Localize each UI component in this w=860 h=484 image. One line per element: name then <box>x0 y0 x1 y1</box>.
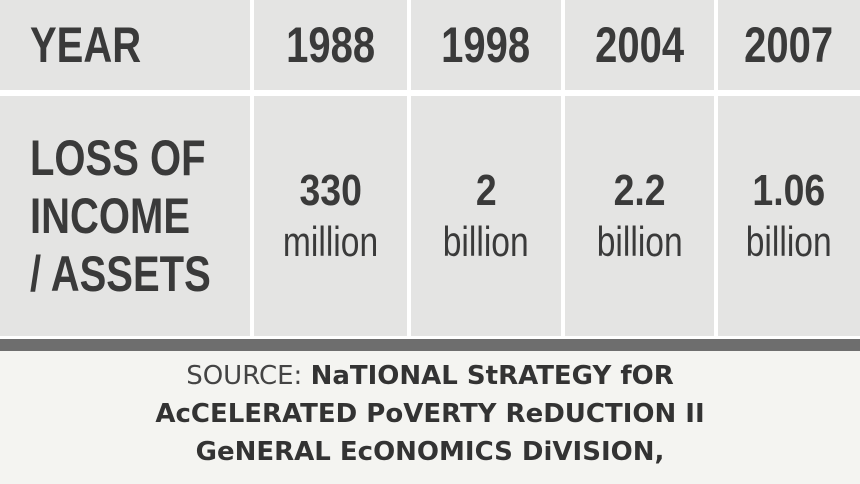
amount: 2.2 <box>613 166 666 215</box>
header-label: YEAR <box>30 17 142 73</box>
unit: billion <box>746 218 832 265</box>
year: 2007 <box>744 17 834 73</box>
header-cell: 1998 <box>411 0 561 90</box>
header-cell: 2007 <box>718 0 860 90</box>
source: SOURCE: NaTIONAL StRATEGY fOR AcCELERATED… <box>0 351 860 484</box>
value-cell: 2 billion <box>411 96 561 336</box>
header-cell: YEAR <box>0 0 250 90</box>
source-line: SOURCE: NaTIONAL StRATEGY fOR <box>0 357 860 395</box>
source-line: GeNERAL EcONOMICS DiVISION, <box>0 433 860 471</box>
year: 2004 <box>594 17 684 73</box>
amount: 1.06 <box>752 166 826 215</box>
source-label: SOURCE: <box>186 361 303 391</box>
header-cell: 1988 <box>254 0 407 90</box>
row-label-line: / ASSETS <box>30 246 211 302</box>
unit: million <box>282 218 379 265</box>
value-cell: 2.2 billion <box>565 96 714 336</box>
value-cell: 1.06 billion <box>718 96 860 336</box>
year: 1998 <box>441 17 531 73</box>
source-line: AcCELERATED PoVERTY ReDUCTION II <box>0 395 860 433</box>
row-label-line: INCOME <box>30 188 190 244</box>
amount: 2 <box>475 166 497 215</box>
amount: 330 <box>299 166 362 215</box>
divider <box>0 339 860 351</box>
year: 1988 <box>285 17 375 73</box>
row-label-line: LOSS OF <box>30 130 206 186</box>
unit: billion <box>443 218 529 265</box>
unit: billion <box>596 218 683 265</box>
source-text: GeNERAL EcONOMICS DiVISION, <box>195 437 665 467</box>
source-text: NaTIONAL StRATEGY fOR <box>310 361 674 391</box>
row-label-cell: LOSS OF INCOME / ASSETS <box>0 96 250 336</box>
header-cell: 2004 <box>565 0 714 90</box>
source-text: AcCELERATED PoVERTY ReDUCTION II <box>155 399 705 429</box>
value-cell: 330 million <box>254 96 407 336</box>
